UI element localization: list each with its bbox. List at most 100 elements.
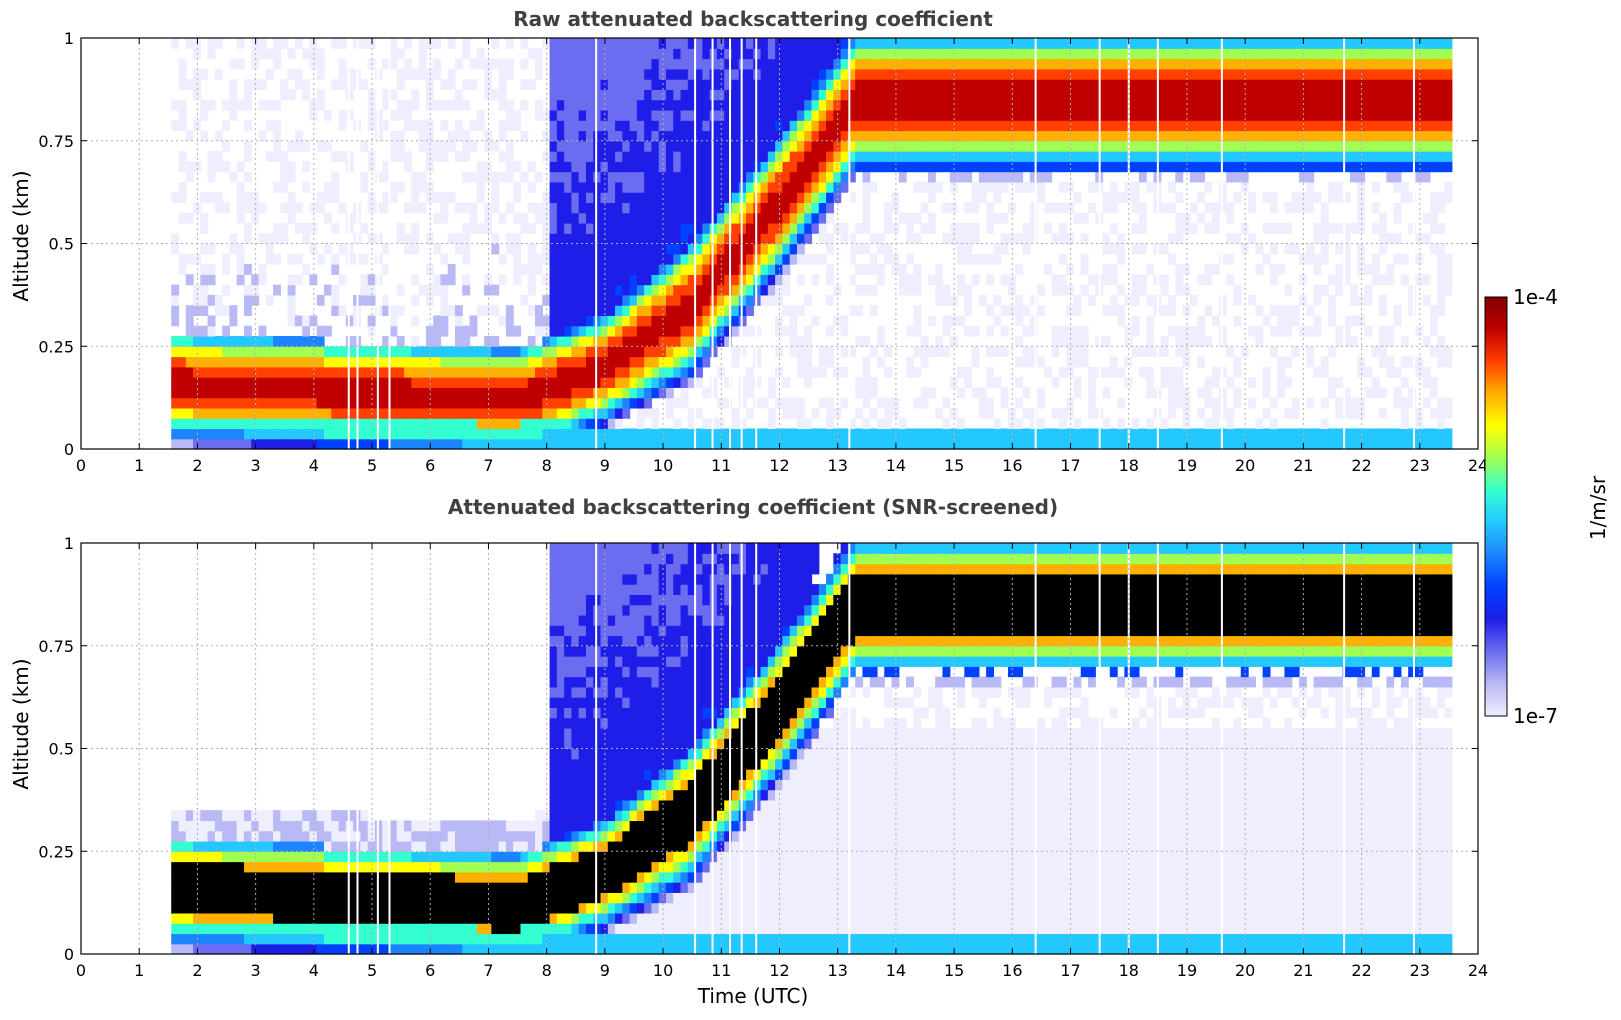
- heatmap-cell: [724, 284, 733, 296]
- heatmap-cell: [505, 377, 514, 388]
- heatmap-cell: [906, 274, 914, 286]
- heatmap-cell: [978, 99, 987, 111]
- heatmap-cell: [418, 366, 427, 378]
- heatmap-cell: [993, 99, 1002, 111]
- heatmap-cell: [1168, 305, 1176, 317]
- heatmap-cell: [585, 99, 594, 111]
- heatmap-cell: [1291, 407, 1300, 419]
- heatmap-cell: [229, 315, 238, 327]
- heatmap-cell: [447, 305, 456, 317]
- heatmap-cell: [396, 387, 405, 399]
- heatmap-cell: [673, 305, 682, 317]
- heatmap-cell: [1284, 243, 1293, 255]
- heatmap-cell: [1182, 140, 1191, 152]
- heatmap-cell: [920, 387, 929, 399]
- heatmap-cell: [1146, 438, 1155, 450]
- heatmap-cell: [818, 58, 827, 70]
- heatmap-cell: [185, 892, 194, 904]
- heatmap-cell: [1073, 151, 1082, 162]
- heatmap-cell: [243, 418, 252, 430]
- heatmap-cell: [1320, 253, 1329, 265]
- heatmap-cell: [1138, 99, 1147, 111]
- heatmap-cell: [571, 233, 580, 245]
- heatmap-cell: [1429, 99, 1438, 111]
- heatmap-cell: [1255, 68, 1264, 80]
- heatmap-cell: [1306, 305, 1315, 317]
- heatmap-cell: [302, 428, 311, 440]
- heatmap-cell: [171, 356, 180, 368]
- heatmap-cell: [1073, 212, 1082, 224]
- heatmap-cell: [1255, 428, 1264, 440]
- heatmap-cell: [1444, 192, 1453, 204]
- heatmap-cell: [433, 151, 442, 162]
- heatmap-cell: [564, 222, 573, 234]
- heatmap-cell: [811, 171, 820, 183]
- heatmap-cell: [178, 181, 187, 193]
- heatmap-cell: [476, 109, 485, 121]
- heatmap-cell: [1320, 120, 1329, 132]
- heatmap-cell: [1051, 274, 1060, 286]
- heatmap-cell: [1277, 438, 1286, 450]
- heatmap-cell: [673, 171, 682, 183]
- heatmap-cell: [1044, 109, 1053, 121]
- heatmap-cell: [993, 79, 1002, 90]
- heatmap-cell: [564, 418, 573, 430]
- heatmap-cell: [193, 851, 201, 863]
- heatmap-cell: [1029, 418, 1038, 430]
- heatmap-cell: [302, 325, 311, 337]
- heatmap-cell: [869, 233, 878, 245]
- heatmap-cell: [1393, 171, 1402, 183]
- heatmap-cell: [1444, 89, 1453, 101]
- heatmap-cell: [702, 356, 711, 368]
- heatmap-cell: [578, 120, 587, 132]
- heatmap-cell: [447, 68, 456, 80]
- heatmap-cell: [425, 181, 434, 193]
- heatmap-cell: [265, 366, 274, 378]
- heatmap-cell: [1342, 397, 1351, 409]
- heatmap-cell: [440, 202, 449, 214]
- heatmap-cell: [535, 305, 543, 317]
- heatmap-cell: [716, 192, 725, 204]
- heatmap-cell: [389, 181, 398, 193]
- heatmap-cell: [214, 68, 223, 80]
- heatmap-cell: [593, 58, 602, 70]
- heatmap-cell: [367, 387, 376, 399]
- heatmap-cell: [1044, 99, 1053, 111]
- heatmap-cell: [1444, 181, 1453, 193]
- heatmap-cell: [607, 48, 616, 60]
- heatmap-cell: [746, 120, 754, 132]
- heatmap-cell: [207, 851, 216, 863]
- heatmap-cell: [185, 810, 194, 822]
- heatmap-cell: [1211, 264, 1220, 275]
- x-tick-label: 24: [1468, 456, 1488, 475]
- heatmap-cell: [782, 140, 791, 152]
- heatmap-cell: [760, 274, 769, 286]
- heatmap-cell: [345, 243, 354, 255]
- heatmap-cell: [978, 161, 987, 173]
- heatmap-cell: [1444, 253, 1453, 265]
- heatmap-cell: [258, 130, 267, 142]
- heatmap-cell: [862, 428, 871, 440]
- heatmap-cell: [1400, 161, 1409, 173]
- heatmap-cell: [957, 315, 965, 327]
- heatmap-cell: [804, 48, 813, 60]
- heatmap-cell: [1131, 418, 1140, 430]
- heatmap-cell: [1240, 130, 1249, 142]
- heatmap-cell: [571, 212, 580, 224]
- heatmap-cell: [273, 38, 281, 49]
- heatmap-cell: [731, 140, 740, 152]
- heatmap-cell: [760, 181, 769, 193]
- heatmap-cell: [1240, 181, 1249, 193]
- heatmap-cell: [273, 222, 281, 234]
- heatmap-cell: [789, 130, 798, 142]
- heatmap-cell: [927, 89, 936, 101]
- heatmap-cell: [738, 346, 747, 358]
- heatmap-cell: [535, 264, 543, 275]
- heatmap-cell: [622, 79, 631, 90]
- heatmap-cell: [549, 264, 558, 275]
- heatmap-cell: [447, 428, 456, 440]
- heatmap-cell: [396, 99, 405, 111]
- heatmap-cell: [796, 335, 805, 347]
- heatmap-cell: [389, 109, 398, 121]
- heatmap-cell: [593, 253, 602, 265]
